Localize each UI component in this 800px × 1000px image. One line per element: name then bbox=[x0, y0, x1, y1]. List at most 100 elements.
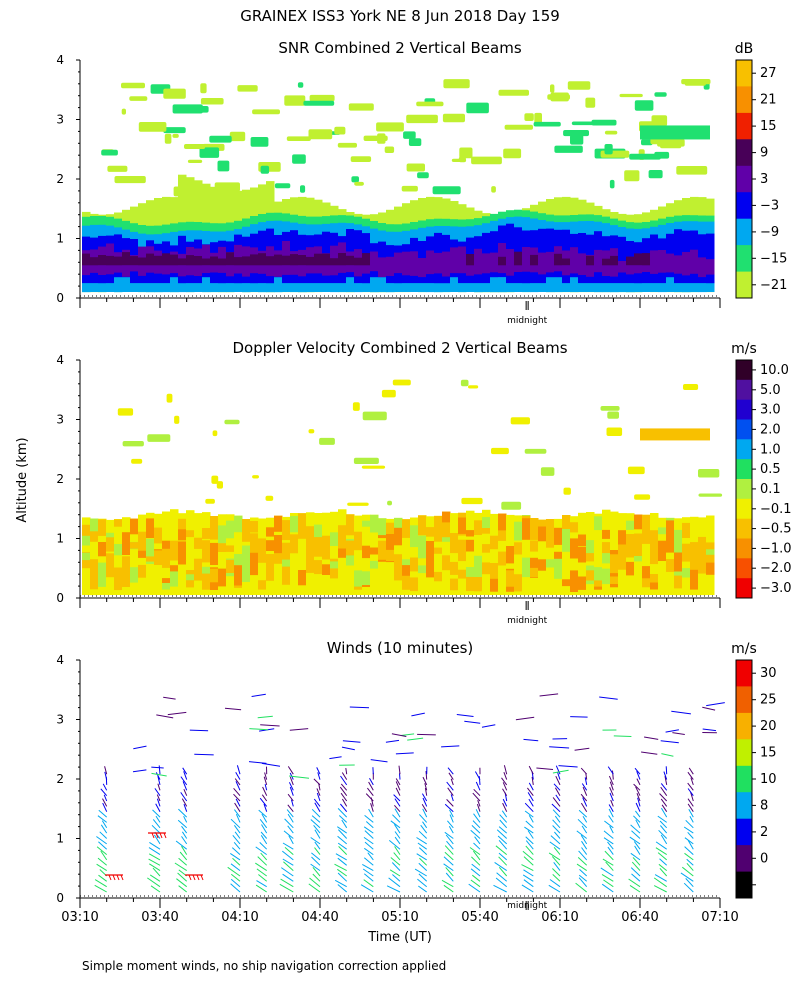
doppler-cell bbox=[378, 540, 387, 560]
wind-barb bbox=[653, 877, 667, 888]
doppler-cell bbox=[554, 558, 563, 579]
y-tick-label: 3 bbox=[56, 413, 64, 427]
wind-barb bbox=[555, 794, 561, 802]
doppler-cell bbox=[570, 538, 579, 559]
wind-barb bbox=[414, 868, 427, 877]
wind-barb bbox=[474, 836, 481, 845]
doppler-cell bbox=[90, 518, 99, 541]
snr-cell bbox=[530, 254, 539, 266]
wind-barb bbox=[398, 765, 401, 775]
wind-barb bbox=[232, 857, 241, 866]
wind-barb bbox=[421, 803, 428, 812]
wind-barb bbox=[112, 874, 116, 881]
wind-barb bbox=[288, 835, 294, 845]
doppler-cell bbox=[562, 515, 571, 596]
wind-barb bbox=[443, 863, 454, 872]
wind-barb bbox=[310, 837, 321, 845]
doppler-cell bbox=[98, 519, 107, 536]
wind-barb bbox=[339, 786, 348, 796]
wind-barb bbox=[635, 802, 641, 812]
snr-colorbar-label: −15 bbox=[760, 251, 787, 266]
wind-barb bbox=[635, 786, 641, 796]
snr-echo bbox=[384, 146, 395, 153]
wind-barb bbox=[174, 862, 187, 872]
snr-echo bbox=[676, 166, 708, 175]
doppler-echo bbox=[211, 475, 219, 484]
wind-barb bbox=[444, 831, 454, 839]
doppler-cell bbox=[578, 576, 587, 587]
snr-cell bbox=[602, 258, 611, 266]
wind-barb bbox=[498, 826, 508, 834]
doppler-cell bbox=[90, 531, 99, 542]
wind-barb bbox=[417, 733, 436, 736]
wind-barb bbox=[539, 693, 559, 697]
snr-colorbar-swatch bbox=[736, 86, 752, 114]
snr-cell bbox=[642, 253, 651, 266]
doppler-cell bbox=[154, 550, 163, 563]
snr-cell bbox=[162, 256, 171, 275]
doppler-cell bbox=[354, 515, 363, 595]
doppler-cell bbox=[186, 510, 195, 595]
wind-barb bbox=[634, 845, 641, 855]
snr-cell bbox=[154, 255, 163, 266]
doppler-echo bbox=[600, 406, 620, 411]
wind-barb bbox=[660, 825, 668, 834]
wind-barb bbox=[314, 847, 321, 855]
wind-barb bbox=[108, 874, 112, 881]
doppler-echo bbox=[224, 419, 240, 425]
wind-barb bbox=[481, 724, 496, 728]
snr-colorbar-swatch bbox=[736, 245, 752, 272]
wind-barb bbox=[496, 872, 508, 882]
doppler-cell bbox=[314, 525, 323, 534]
doppler-cell bbox=[362, 520, 371, 527]
doppler-cell bbox=[690, 562, 699, 570]
wind-barb bbox=[472, 820, 481, 829]
snr-echo bbox=[184, 144, 206, 149]
wind-barb bbox=[96, 836, 107, 845]
snr-cell bbox=[402, 251, 411, 276]
doppler-cell bbox=[610, 576, 619, 584]
wind-barb bbox=[582, 797, 588, 807]
doppler-cell bbox=[290, 513, 299, 596]
wind-barb bbox=[603, 879, 614, 888]
wind-barb bbox=[281, 850, 294, 861]
wind-barb bbox=[258, 809, 268, 818]
wind-barb bbox=[147, 877, 161, 888]
wind-barb bbox=[498, 852, 508, 861]
snr-echo bbox=[163, 88, 186, 99]
wind-barb bbox=[681, 866, 694, 877]
wind-barb bbox=[235, 813, 241, 823]
snr-echo bbox=[570, 134, 584, 145]
snr-cell bbox=[706, 259, 715, 275]
doppler-cell bbox=[402, 575, 411, 590]
wind-barb bbox=[446, 840, 454, 850]
doppler-cell bbox=[338, 542, 347, 558]
wind-barb bbox=[155, 772, 161, 780]
snr-cell bbox=[706, 233, 715, 284]
doppler-cell bbox=[98, 562, 107, 571]
snr-echo bbox=[401, 185, 418, 192]
doppler-cell bbox=[426, 527, 435, 537]
doppler-echo bbox=[147, 434, 171, 442]
wind-barb bbox=[248, 761, 267, 764]
wind-barb bbox=[630, 824, 641, 834]
doppler-cell bbox=[594, 580, 603, 587]
wind-barb bbox=[183, 789, 188, 796]
y-tick-label: 2 bbox=[56, 472, 64, 486]
wind-barb bbox=[152, 819, 161, 829]
wind-barb bbox=[177, 819, 188, 829]
doppler-cell bbox=[178, 529, 187, 541]
doppler-colorbar-swatch bbox=[736, 498, 752, 520]
doppler-cell bbox=[218, 541, 227, 552]
x-tick-label: 03:10 bbox=[61, 910, 98, 925]
snr-cell bbox=[370, 251, 379, 272]
snr-echo bbox=[604, 144, 613, 155]
wind-barb bbox=[284, 847, 294, 855]
wind-barb bbox=[370, 759, 388, 763]
doppler-cell bbox=[130, 518, 139, 595]
wind-barb bbox=[447, 767, 454, 775]
wind-barb bbox=[578, 850, 588, 861]
wind-barb bbox=[641, 751, 658, 755]
wind-barb bbox=[629, 884, 641, 893]
wind-barb bbox=[180, 792, 188, 802]
